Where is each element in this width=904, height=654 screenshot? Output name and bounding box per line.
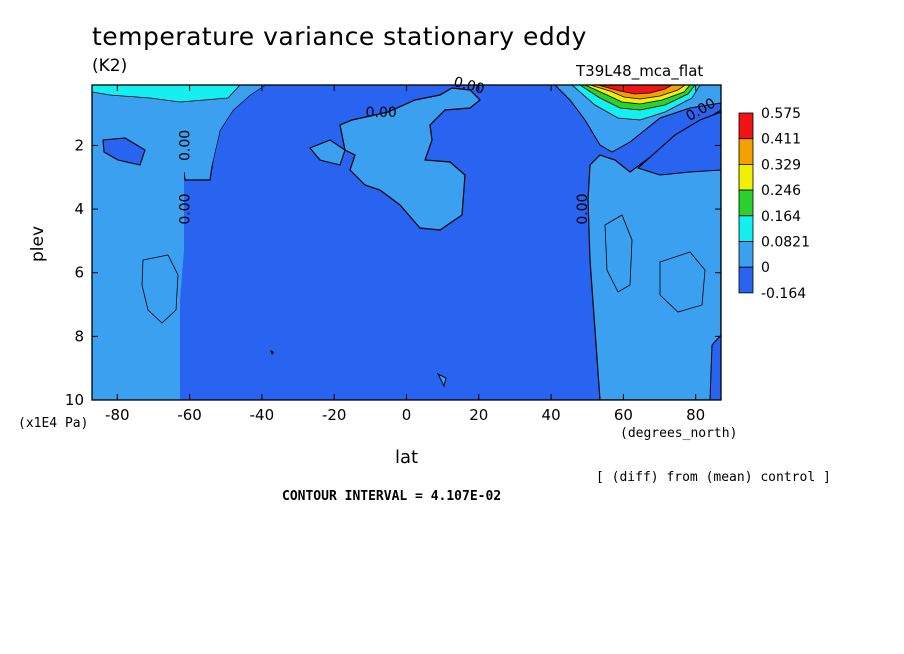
colorbar-label: 0.164 — [761, 209, 801, 225]
x-tick-label: 80 — [686, 406, 705, 424]
run-label: T39L48_mca_flat — [576, 62, 704, 80]
colorbar-label: 0.329 — [761, 157, 801, 173]
y-tick-label: 10 — [65, 391, 84, 409]
y-tick-label: 8 — [74, 327, 84, 345]
x-tick-label: -80 — [105, 406, 130, 424]
colorbar-swatch — [738, 163, 754, 191]
contour-interval: CONTOUR INTERVAL = 4.107E-02 — [282, 489, 502, 504]
contour-label: 0.00 — [366, 105, 397, 121]
colorbar-swatch — [738, 266, 754, 294]
plot-area — [92, 85, 721, 400]
colorbar-label: 0.575 — [761, 106, 801, 122]
x-tick-label: 60 — [614, 406, 633, 424]
island-right-bottom — [709, 334, 721, 400]
contour-dot — [270, 350, 274, 355]
footer-note: [ (diff) from (mean) control ] — [596, 470, 831, 485]
contour-label: 0.00 — [452, 74, 486, 98]
chart-title: temperature variance stationary eddy — [92, 22, 587, 51]
x-axis-label: lat — [395, 447, 419, 468]
colorbar-label: 0.411 — [761, 132, 801, 148]
x-axis-units: (degrees_north) — [620, 426, 738, 441]
contour-label: 0.00 — [575, 194, 591, 225]
region-center — [339, 87, 481, 231]
colorbar-swatch — [738, 138, 754, 165]
max-0575 — [597, 85, 673, 95]
colorbar-label: 0 — [761, 260, 770, 276]
y-tick-label: 2 — [74, 136, 84, 154]
x-tick-label: 40 — [542, 406, 561, 424]
x-tick-label: -40 — [250, 406, 275, 424]
contour-labels: 0.000.000.000.000.000.00 — [178, 74, 719, 225]
colorbar: 0.575 0.411 0.329 0.246 0.164 0.0821 0 -0.164 — [738, 106, 810, 302]
region-center-tiny — [436, 372, 447, 388]
chart-units: (K2) — [92, 56, 128, 76]
y-tick-label: 4 — [74, 200, 84, 218]
colorbar-label: 0.0821 — [761, 235, 810, 251]
contour-right-inner-1 — [604, 214, 633, 293]
y-tick-label: 6 — [74, 264, 84, 282]
colorbar-swatch — [738, 241, 754, 268]
island-right — [636, 111, 721, 176]
colorbar-swatch — [738, 215, 754, 242]
region-center-small — [309, 139, 346, 166]
contour-left-inner — [141, 254, 179, 324]
colorbar-label: 0.246 — [761, 183, 801, 199]
x-tick-label: -60 — [177, 406, 202, 424]
island-left — [102, 137, 146, 166]
y-axis-units: (x1E4 Pa) — [18, 416, 89, 431]
contour-label: 0.00 — [178, 130, 194, 161]
colorbar-label: -0.164 — [761, 286, 806, 302]
x-tick-label: 0 — [402, 406, 412, 424]
contour-label: 0.00 — [178, 194, 194, 225]
contour-right-inner-2 — [659, 251, 706, 313]
x-tick-label: -20 — [322, 406, 347, 424]
colorbar-swatch — [738, 112, 754, 140]
x-ticks: -80 -60 -40 -20 0 20 40 60 80 — [105, 85, 705, 424]
y-ticks: 2 4 6 8 10 — [65, 136, 721, 409]
colorbar-swatch — [738, 189, 754, 217]
region-left-top — [92, 85, 241, 103]
x-tick-label: 20 — [469, 406, 488, 424]
